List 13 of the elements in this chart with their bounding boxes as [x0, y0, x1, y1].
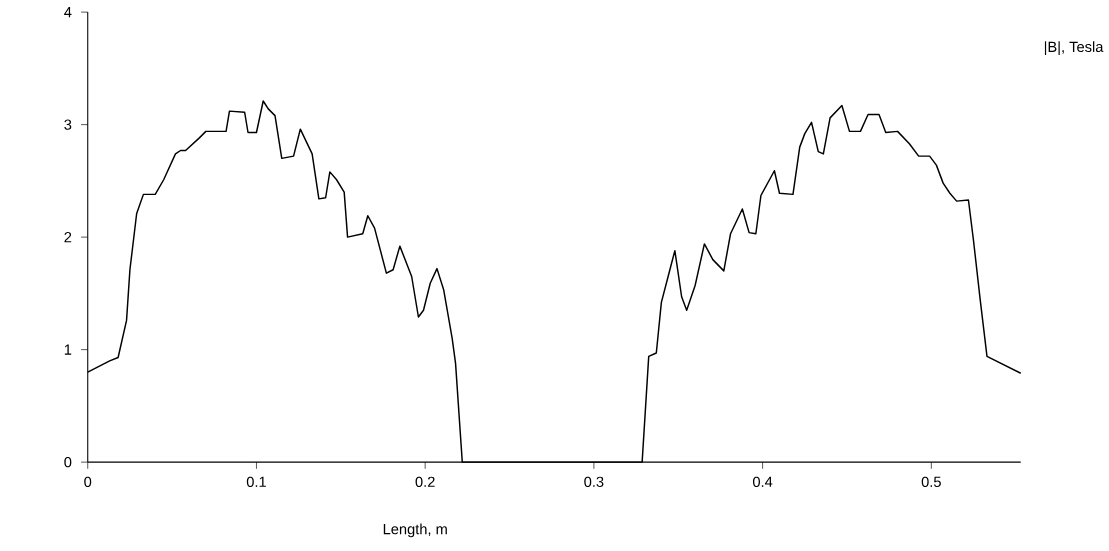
x-tick-label: 0	[84, 476, 92, 487]
y-tick-label: 4	[64, 7, 72, 18]
y-tick-label: 2	[64, 232, 72, 243]
x-tick-label: 0.3	[584, 476, 604, 487]
x-tick-label: 0.2	[415, 476, 435, 487]
x-tick-label: 0.5	[921, 476, 941, 487]
x-tick-label: 0.4	[752, 476, 773, 487]
y-tick-label: 1	[64, 344, 72, 355]
y-tick-label: 0	[64, 456, 72, 468]
y-axis-title: |B|, Tesla	[1044, 41, 1104, 55]
x-axis-title: Length, m	[383, 523, 447, 538]
y-tick-label: 3	[64, 119, 72, 130]
x-tick-label: 0.1	[246, 476, 266, 487]
